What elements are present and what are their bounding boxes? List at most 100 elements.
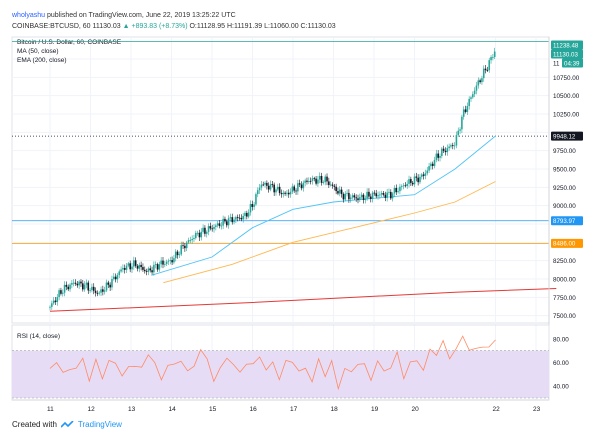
candle-body	[482, 68, 485, 79]
candle-body	[267, 185, 270, 190]
author-link[interactable]: wholyashu	[12, 12, 46, 19]
candle-body	[353, 195, 356, 198]
price-badge-label: 9948.12	[553, 133, 576, 140]
candle-body	[63, 284, 66, 293]
candle-body	[235, 217, 237, 220]
candle-body	[202, 227, 204, 232]
price-axis[interactable]: 10750.00 10500.00 10250.00 9750.00 9500.00 92…	[553, 75, 580, 320]
time-axis[interactable]: 11 12 13 14 15 16 17 18 19 20 22 23	[47, 406, 541, 413]
rsi-line	[49, 335, 496, 391]
candle-body	[65, 284, 68, 287]
candle-body	[477, 80, 480, 86]
candle-body	[342, 193, 345, 200]
candle-body	[236, 217, 239, 218]
candle-body	[218, 223, 221, 226]
candle-body	[338, 189, 341, 194]
candle-body	[300, 184, 303, 189]
candle-body	[384, 194, 387, 198]
candle-body	[486, 70, 489, 71]
candle-body	[410, 179, 412, 183]
candle-body	[390, 191, 392, 199]
candle-body	[253, 204, 255, 207]
candle-body	[318, 175, 321, 180]
candle-body	[360, 194, 363, 198]
candle-body	[100, 289, 102, 293]
candle-body	[251, 204, 254, 207]
candle-body	[315, 178, 317, 184]
candle-body	[359, 197, 361, 200]
price-badge: 9948.12	[551, 131, 583, 141]
candle-body	[366, 191, 368, 199]
candle-body	[114, 276, 117, 280]
price-badge-bg	[551, 131, 583, 141]
candle-body	[69, 284, 71, 290]
candle-body	[493, 51, 496, 57]
candle-body	[295, 190, 297, 192]
candle-body	[340, 189, 343, 194]
candle-body	[337, 191, 339, 194]
level-lines	[12, 41, 549, 244]
price-axis-label: 9500.00	[553, 167, 576, 174]
candle-body	[256, 190, 259, 195]
candle-body	[167, 260, 170, 262]
candle-body	[457, 130, 460, 136]
candle-body	[96, 292, 99, 294]
price-badge-label: 8486.00	[553, 241, 576, 248]
rsi-axis: 80.00 60.00 40.00	[553, 336, 569, 390]
rsi-axis-label: 80.00	[553, 336, 569, 343]
candle-body	[430, 163, 432, 167]
tradingview-link[interactable]: TradingView	[77, 420, 122, 429]
candle-body	[404, 185, 407, 187]
candle-body	[348, 192, 350, 200]
candle-body	[451, 145, 454, 147]
candle-body	[231, 217, 234, 223]
candle-body	[156, 264, 159, 270]
candle-body	[205, 231, 208, 234]
candle-body	[368, 191, 370, 197]
candle-body	[357, 198, 359, 200]
candle-body	[195, 232, 197, 239]
price-axis-label: 7750.00	[553, 295, 576, 302]
candle-body	[382, 193, 385, 195]
candle-body	[442, 148, 445, 151]
rsi-band	[12, 350, 549, 398]
candle-body	[369, 196, 372, 199]
candle-body	[324, 176, 326, 183]
candle-body	[247, 212, 250, 217]
candle-body	[379, 194, 381, 196]
candle-body	[180, 245, 183, 255]
series-lines	[49, 135, 557, 312]
candle-body	[83, 284, 86, 290]
candle-body	[258, 187, 261, 191]
price-badges: 11238.48 11130.03 11 04:39 9948.12 8793.97 848…	[551, 40, 583, 248]
candle-body	[278, 186, 281, 193]
candle-body	[400, 186, 403, 187]
candle-body	[209, 226, 212, 229]
candle-body	[266, 182, 268, 186]
candle-body	[227, 218, 230, 226]
candle-body	[344, 193, 347, 200]
candle-body	[105, 282, 108, 291]
candle-body	[269, 184, 272, 190]
candle-body	[220, 225, 223, 227]
candle-body	[225, 221, 228, 226]
candle-body	[439, 155, 441, 158]
candle-body	[260, 184, 263, 188]
candle-body	[171, 260, 173, 263]
candle-body	[298, 183, 301, 185]
candle-body	[355, 197, 357, 199]
candle-body	[103, 290, 106, 292]
price-axis-label: 7500.00	[553, 313, 576, 320]
candle-body	[191, 239, 193, 241]
candle-body	[297, 183, 299, 192]
candle-body	[91, 286, 93, 291]
candle-body	[71, 283, 73, 285]
candle-body	[80, 281, 82, 284]
candle-body	[466, 106, 469, 112]
candle-body	[362, 194, 365, 200]
candle-body	[229, 217, 232, 219]
candle-body	[448, 146, 450, 149]
candle-body	[54, 300, 57, 303]
created-with-text: Created with	[12, 420, 57, 429]
